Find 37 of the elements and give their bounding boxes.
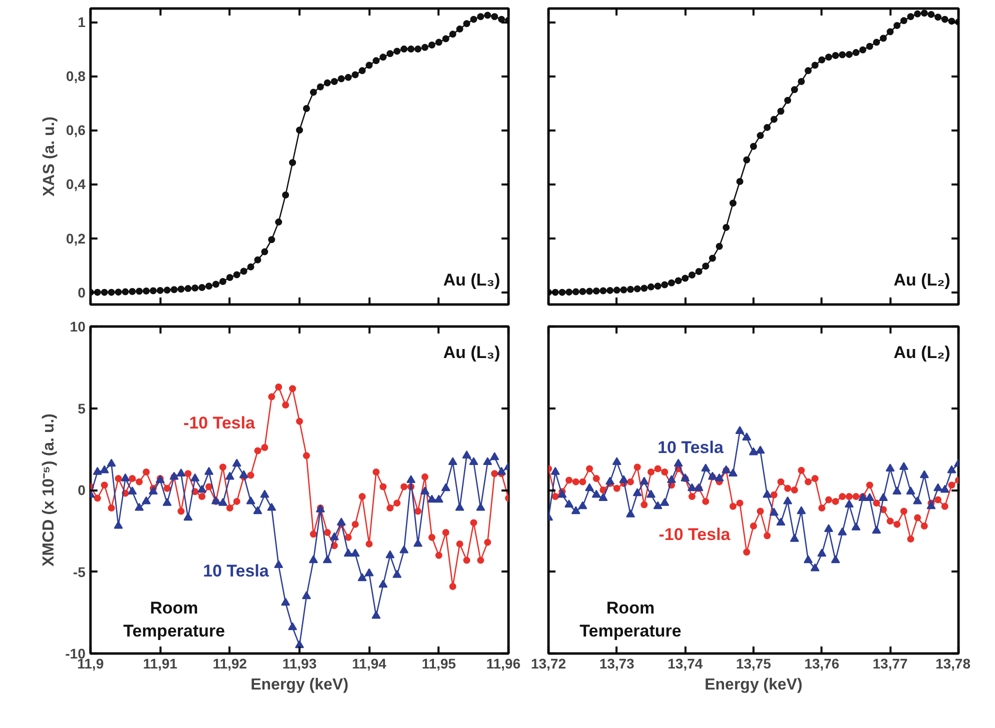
y-tick-label: 0,6 bbox=[66, 122, 86, 138]
x-tick-label: 13,76 bbox=[804, 656, 840, 672]
series-label: -10 Tesla bbox=[183, 413, 256, 432]
x-tick-label: 11,91 bbox=[143, 656, 178, 672]
annotation: Au (L₂) bbox=[894, 342, 950, 362]
x-tick-label: 13,78 bbox=[935, 656, 971, 672]
annotation: Room Temperature bbox=[580, 598, 682, 640]
series-label: -10 Tesla bbox=[658, 525, 731, 544]
annotation: Room Temperature bbox=[123, 598, 225, 640]
y-tick-label: 0,8 bbox=[66, 68, 86, 84]
x-tick-label: 11,95 bbox=[422, 656, 456, 672]
series-label: 10 Tesla bbox=[203, 562, 270, 581]
annotation: Au (L₃) bbox=[443, 342, 500, 362]
annotation: Au (L₂) bbox=[894, 270, 950, 290]
x-tick-label: 13,77 bbox=[872, 656, 908, 672]
x-axis-title: Energy (keV) bbox=[704, 676, 802, 694]
y-tick-label: 0,4 bbox=[66, 176, 86, 192]
y-tick-label: 0,2 bbox=[66, 230, 86, 246]
y-tick-label: 5 bbox=[78, 400, 86, 416]
series-label: 10 Tesla bbox=[658, 438, 724, 458]
y-tick-label: 10 bbox=[70, 318, 86, 334]
y-tick-label: 0 bbox=[78, 284, 86, 300]
x-tick-label: 13,72 bbox=[530, 656, 566, 672]
x-tick-label: 11,94 bbox=[352, 656, 387, 672]
x-tick-label: 11,92 bbox=[212, 656, 248, 672]
y-tick-label: 0 bbox=[78, 482, 86, 498]
y-axis-title: XMCD (x 10⁻⁵) (a. u.) bbox=[40, 414, 58, 566]
x-tick-label: 11,96 bbox=[486, 656, 521, 672]
y-axis-title: XAS (a. u.) bbox=[41, 116, 58, 197]
x-tick-label: 13,73 bbox=[599, 656, 635, 672]
x-tick-label: 13,75 bbox=[736, 656, 772, 672]
x-tick-label: 11,93 bbox=[282, 656, 317, 672]
annotation: Au (L₃) bbox=[443, 270, 500, 290]
y-tick-label: 1 bbox=[78, 14, 86, 30]
y-tick-label: -5 bbox=[73, 564, 86, 580]
x-axis-title: Energy (keV) bbox=[250, 676, 348, 694]
x-tick-label: 13,74 bbox=[668, 656, 703, 672]
